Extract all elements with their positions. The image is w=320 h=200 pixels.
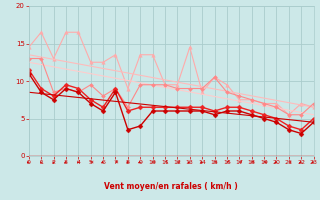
X-axis label: Vent moyen/en rafales ( km/h ): Vent moyen/en rafales ( km/h ) [104, 182, 238, 191]
